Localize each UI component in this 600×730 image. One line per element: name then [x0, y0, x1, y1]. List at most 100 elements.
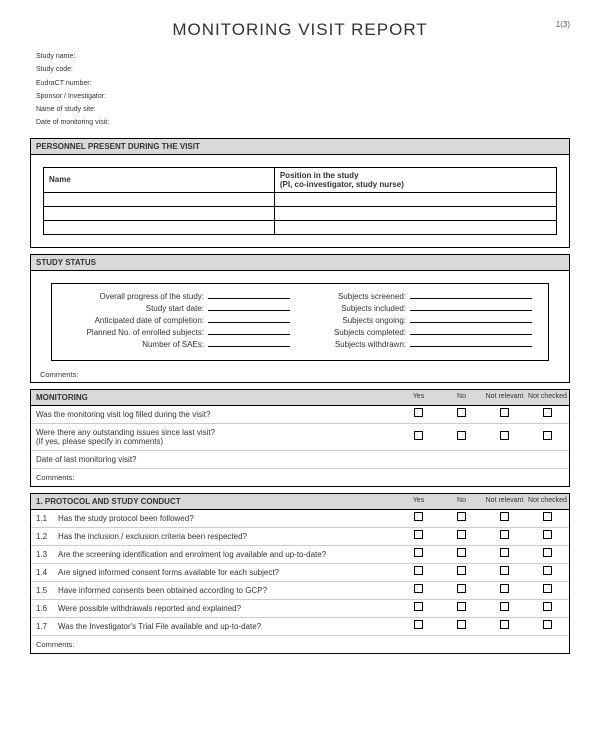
checkbox[interactable]: [543, 431, 552, 440]
fill[interactable]: [208, 322, 290, 323]
meta-sponsor: Sponsor / Investigator:: [36, 90, 570, 103]
col-notchk: Not checked: [526, 393, 569, 401]
lbl-screened: Subjects screened:: [310, 292, 410, 301]
fill[interactable]: [208, 298, 290, 299]
checkbox[interactable]: [414, 530, 423, 539]
page-title: MONITORING VISIT REPORT: [172, 20, 427, 40]
meta-study-name: Study name:: [36, 50, 570, 63]
checkbox[interactable]: [500, 548, 509, 557]
protocol-row: 1.1Has the study protocol been followed?: [31, 510, 569, 527]
lbl-withdrawn: Subjects withdrawn:: [310, 340, 410, 349]
fill[interactable]: [208, 310, 290, 311]
checkbox[interactable]: [414, 584, 423, 593]
checkbox[interactable]: [543, 620, 552, 629]
meta-date: Date of monitoring visit:: [36, 116, 570, 129]
table-row: [44, 192, 557, 206]
checkbox[interactable]: [500, 566, 509, 575]
col-notrel: Not relevant: [483, 497, 526, 505]
protocol-title: 1. PROTOCOL AND STUDY CONDUCT: [31, 494, 397, 509]
col-yes: Yes: [397, 497, 440, 505]
status-comments: Comments:: [35, 367, 565, 382]
protocol-row: 1.2Has the inclusion / exclusion criteri…: [31, 527, 569, 545]
protocol-q: 1.3Are the screening identification and …: [31, 546, 397, 563]
protocol-row: 1.6Were possible withdrawals reported an…: [31, 599, 569, 617]
fill[interactable]: [208, 346, 290, 347]
protocol-row: 1.5Have informed consents been obtained …: [31, 581, 569, 599]
checkbox[interactable]: [414, 512, 423, 521]
monitoring-title: MONITORING: [31, 390, 397, 405]
meta-block: Study name: Study code: EudraCT number: …: [36, 50, 570, 130]
checkbox[interactable]: [543, 566, 552, 575]
page-number: 1(3): [556, 20, 570, 29]
checkbox[interactable]: [500, 620, 509, 629]
checkbox[interactable]: [457, 408, 466, 417]
meta-site: Name of study site:: [36, 103, 570, 116]
fill[interactable]: [410, 298, 532, 299]
meta-study-code: Study code:: [36, 63, 570, 76]
checkbox[interactable]: [543, 548, 552, 557]
fill[interactable]: [410, 322, 532, 323]
lbl-ongoing: Subjects ongoing:: [310, 316, 410, 325]
checkbox[interactable]: [500, 408, 509, 417]
meta-eudract: EudraCT number:: [36, 77, 570, 90]
mon-q3: Date of last monitoring visit?: [31, 451, 397, 468]
protocol-q: 1.1Has the study protocol been followed?: [31, 510, 397, 527]
checkbox[interactable]: [543, 408, 552, 417]
checkbox[interactable]: [414, 620, 423, 629]
checkbox[interactable]: [543, 584, 552, 593]
monitoring-comments: Comments:: [31, 468, 569, 486]
status-col-left: Overall progress of the study: Study sta…: [68, 292, 290, 352]
lbl-included: Subjects included:: [310, 304, 410, 313]
checkbox[interactable]: [414, 408, 423, 417]
checkbox[interactable]: [457, 512, 466, 521]
col-yes: Yes: [397, 393, 440, 401]
checkbox[interactable]: [457, 548, 466, 557]
checkbox[interactable]: [457, 602, 466, 611]
col-no: No: [440, 393, 483, 401]
checkbox[interactable]: [500, 602, 509, 611]
fill[interactable]: [410, 346, 532, 347]
checkbox[interactable]: [543, 530, 552, 539]
protocol-row: 1.4Are signed informed consent forms ava…: [31, 563, 569, 581]
monitoring-header: MONITORING Yes No Not relevant Not check…: [30, 389, 570, 406]
col-no: No: [440, 497, 483, 505]
checkbox[interactable]: [500, 512, 509, 521]
checkbox[interactable]: [543, 512, 552, 521]
protocol-body: 1.1Has the study protocol been followed?…: [30, 510, 570, 654]
fill[interactable]: [208, 334, 290, 335]
protocol-row: 1.3Are the screening identification and …: [31, 545, 569, 563]
lbl-completed: Subjects completed:: [310, 328, 410, 337]
protocol-q: 1.4Are signed informed consent forms ava…: [31, 564, 397, 581]
checkbox[interactable]: [414, 431, 423, 440]
status-box: Overall progress of the study: Study sta…: [51, 283, 549, 361]
monitoring-body: Was the monitoring visit log filled duri…: [30, 406, 570, 487]
title-row: MONITORING VISIT REPORT 1(3): [30, 20, 570, 40]
checkbox[interactable]: [457, 431, 466, 440]
protocol-q: 1.6Were possible withdrawals reported an…: [31, 600, 397, 617]
fill[interactable]: [410, 310, 532, 311]
checkbox[interactable]: [414, 548, 423, 557]
checkbox[interactable]: [543, 602, 552, 611]
protocol-header: 1. PROTOCOL AND STUDY CONDUCT Yes No Not…: [30, 493, 570, 510]
checkbox[interactable]: [500, 431, 509, 440]
checkbox[interactable]: [457, 620, 466, 629]
checkbox[interactable]: [457, 530, 466, 539]
lbl-completion: Anticipated date of completion:: [68, 316, 208, 325]
checkbox[interactable]: [414, 566, 423, 575]
col-position: Position in the study (PI, co-investigat…: [274, 167, 556, 192]
checkbox[interactable]: [500, 584, 509, 593]
personnel-body: Name Position in the study (PI, co-inves…: [30, 155, 570, 248]
checkbox[interactable]: [457, 584, 466, 593]
checkbox[interactable]: [457, 566, 466, 575]
mon-q2: Were there any outstanding issues since …: [31, 424, 397, 450]
status-header: STUDY STATUS: [30, 254, 570, 271]
checkbox[interactable]: [414, 602, 423, 611]
personnel-header: PERSONNEL PRESENT DURING THE VISIT: [30, 138, 570, 155]
table-row: [44, 220, 557, 234]
lbl-progress: Overall progress of the study:: [68, 292, 208, 301]
mon-q1: Was the monitoring visit log filled duri…: [31, 406, 397, 423]
col-notrel: Not relevant: [483, 393, 526, 401]
checkbox[interactable]: [500, 530, 509, 539]
protocol-comments: Comments:: [31, 635, 569, 653]
fill[interactable]: [410, 334, 532, 335]
